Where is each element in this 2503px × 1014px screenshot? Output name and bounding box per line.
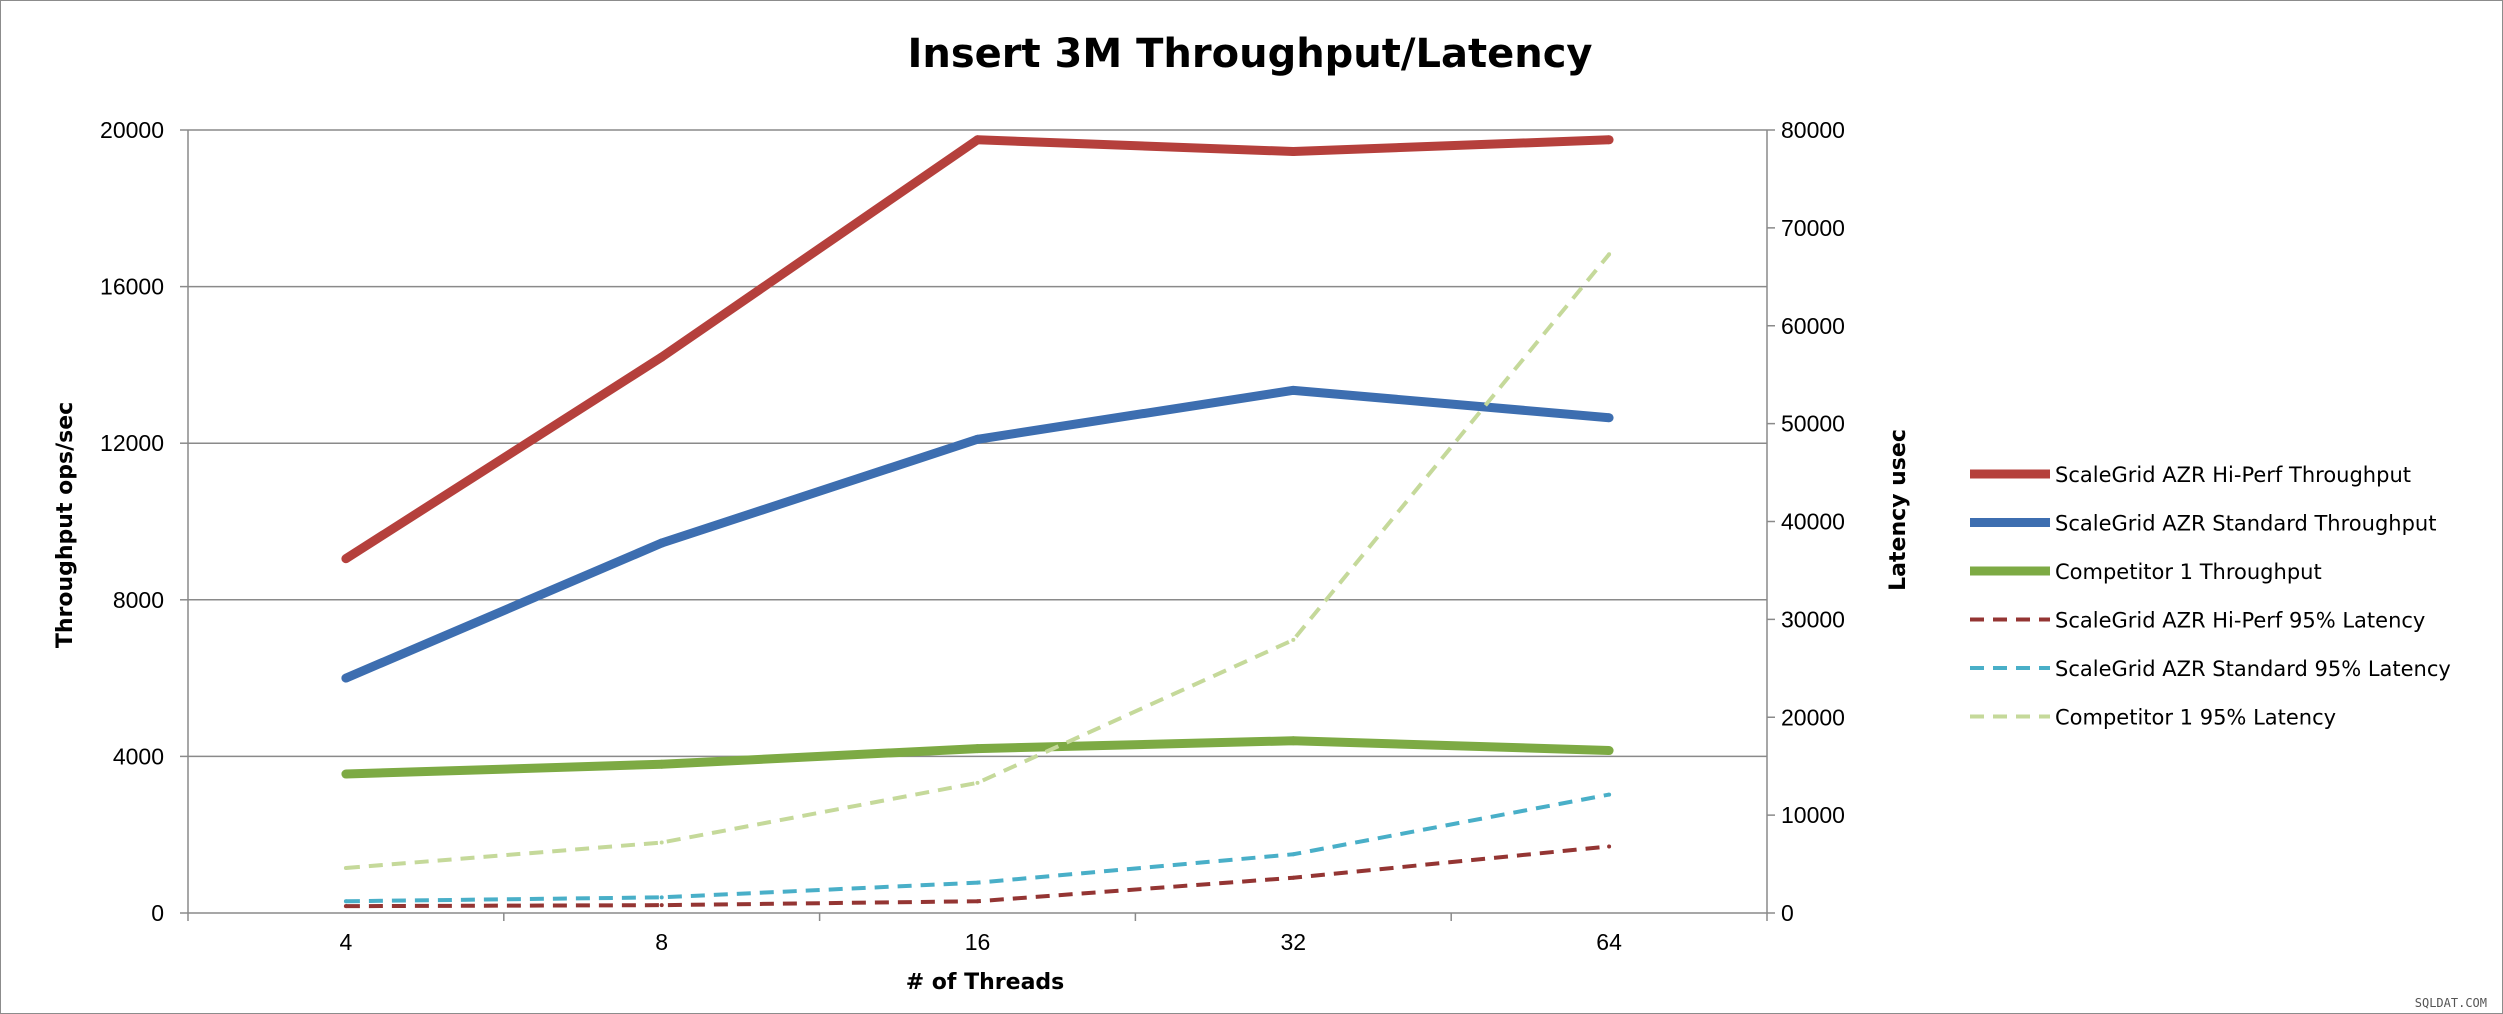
y-tick-label: 4000 — [113, 743, 164, 769]
data-point — [1604, 413, 1614, 423]
data-point — [657, 538, 667, 548]
tick-labels: 0 4000 8000 12000 16000 20000 0 10000 20000 30000… — [100, 117, 1845, 955]
data-point — [341, 554, 351, 564]
data-point — [659, 840, 664, 845]
data-point — [341, 673, 351, 683]
chart-title: Insert 3M Throughput/Latency — [907, 31, 1592, 77]
series-lines — [341, 135, 1614, 909]
data-point — [1288, 147, 1298, 157]
legend-label: ScaleGrid AZR Standard Throughput — [2055, 512, 2436, 536]
x-tick-label: 4 — [340, 929, 353, 955]
y-axis-title: Throughput ops/sec — [53, 402, 78, 648]
data-point — [1604, 135, 1614, 145]
y2-tick-label: 0 — [1781, 900, 1794, 926]
y2-tick-label: 50000 — [1781, 411, 1845, 437]
data-point — [975, 880, 980, 885]
y2-tick-label: 10000 — [1781, 802, 1845, 828]
data-point — [973, 434, 982, 444]
gridlines — [188, 129, 1767, 758]
x-tick-label: 64 — [1596, 929, 1622, 955]
y2-tick-label: 60000 — [1781, 313, 1845, 339]
data-point — [1604, 746, 1614, 756]
data-point — [657, 352, 667, 362]
y2-axis-title: Latency usec — [1886, 429, 1911, 591]
legend-label: ScaleGrid AZR Standard 95% Latency — [2055, 657, 2451, 681]
data-point — [343, 865, 348, 870]
x-tick-label: 8 — [655, 929, 668, 955]
series-line-5 — [345, 792, 1610, 904]
data-point — [1607, 844, 1612, 849]
data-point — [1607, 252, 1612, 257]
x-tick-label: 16 — [965, 929, 991, 955]
legend-label: Competitor 1 Throughput — [2055, 560, 2322, 584]
legend: ScaleGrid AZR Hi-Perf Throughput ScaleGri… — [1970, 463, 2451, 730]
series-line-6 — [345, 253, 1611, 870]
y2-tick-label: 40000 — [1781, 509, 1845, 535]
x-axis-title: # of Threads — [906, 970, 1065, 995]
x-tick-label: 32 — [1281, 929, 1307, 955]
data-point — [343, 904, 348, 909]
data-point — [341, 769, 351, 779]
data-point — [1291, 875, 1296, 880]
data-point — [659, 895, 664, 900]
data-point — [1288, 385, 1298, 395]
y-tick-label: 0 — [151, 900, 164, 926]
legend-label: ScaleGrid AZR Hi-Perf 95% Latency — [2055, 609, 2425, 633]
legend-label: Competitor 1 95% Latency — [2055, 706, 2336, 730]
data-point — [1607, 792, 1612, 797]
axes — [180, 129, 1775, 921]
watermark: SQLDAT.COM — [2415, 996, 2487, 1010]
data-point — [1291, 637, 1296, 642]
y2-tick-label: 20000 — [1781, 704, 1845, 730]
data-point — [659, 903, 664, 908]
y2-tick-label: 70000 — [1781, 215, 1845, 241]
y2-tick-label: 30000 — [1781, 606, 1845, 632]
data-point — [657, 759, 667, 769]
y2-tick-label: 80000 — [1781, 117, 1845, 143]
data-point — [973, 135, 982, 145]
y-tick-label: 12000 — [100, 430, 164, 456]
legend-label: ScaleGrid AZR Hi-Perf Throughput — [2055, 463, 2411, 487]
data-point — [975, 780, 980, 785]
data-point — [973, 744, 982, 754]
data-point — [343, 899, 348, 904]
series-line-1 — [343, 135, 1610, 563]
data-point — [975, 899, 980, 904]
y-tick-label: 8000 — [113, 587, 164, 613]
data-point — [1291, 852, 1296, 857]
y-tick-label: 16000 — [100, 274, 164, 300]
data-point — [1288, 736, 1298, 746]
y-tick-label: 20000 — [100, 117, 164, 143]
